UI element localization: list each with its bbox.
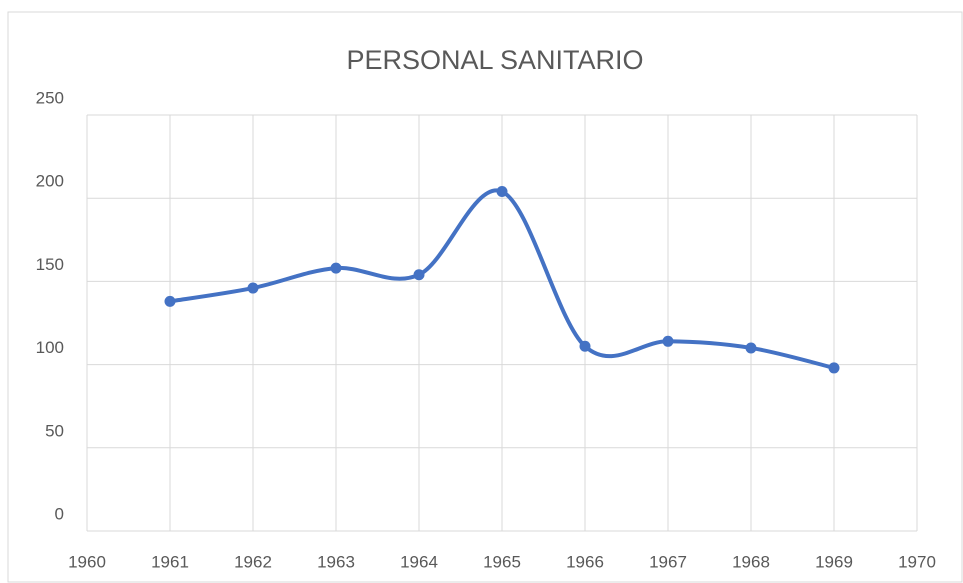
x-tick-label: 1961 — [151, 552, 189, 571]
y-tick-label: 250 — [36, 88, 64, 107]
data-point — [330, 262, 342, 274]
data-point — [662, 335, 674, 347]
x-tick-label: 1966 — [566, 552, 604, 571]
y-tick-label: 200 — [36, 172, 64, 191]
chart-frame — [7, 11, 963, 583]
data-point — [247, 282, 259, 294]
y-tick-label: 150 — [36, 255, 64, 274]
data-point — [413, 269, 425, 281]
x-tick-label: 1969 — [815, 552, 853, 571]
x-tick-label: 1962 — [234, 552, 272, 571]
y-tick-label: 50 — [45, 421, 64, 440]
x-tick-label: 1965 — [483, 552, 521, 571]
data-point — [828, 362, 840, 374]
x-tick-label: 1967 — [649, 552, 687, 571]
data-point — [496, 186, 508, 198]
y-tick-label: 0 — [55, 504, 64, 523]
data-point — [579, 340, 591, 352]
x-tick-label: 1970 — [898, 552, 936, 571]
x-tick-label: 1964 — [400, 552, 438, 571]
data-point — [164, 295, 176, 307]
y-tick-label: 100 — [36, 338, 64, 357]
x-tick-label: 1963 — [317, 552, 355, 571]
chart-title: PERSONAL SANITARIO — [346, 45, 643, 75]
x-tick-label: 1960 — [68, 552, 106, 571]
data-point — [745, 342, 757, 354]
x-tick-label: 1968 — [732, 552, 770, 571]
